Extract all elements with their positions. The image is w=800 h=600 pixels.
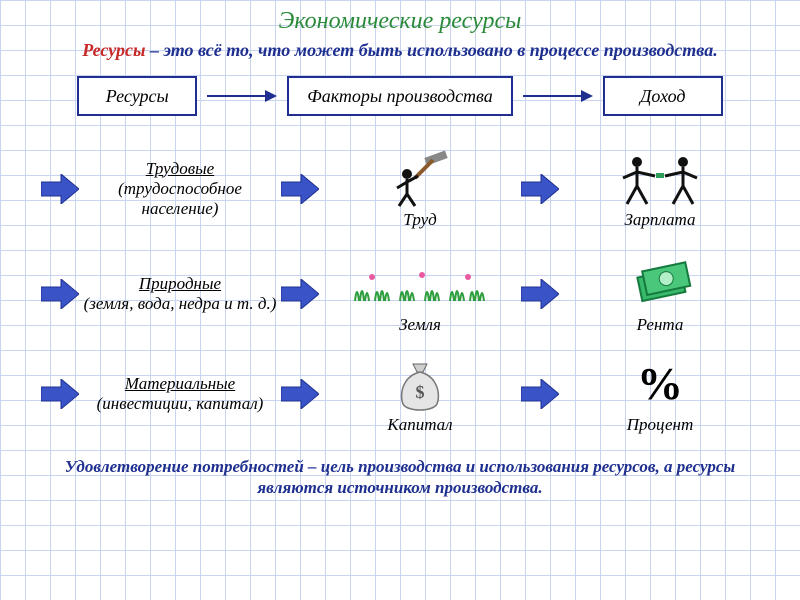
footer-text: Удовлетворение потребностей – цель произ… [50,456,750,499]
two-people-icon [615,148,705,208]
block-arrow-icon [521,279,559,309]
factor-cell-labor: Труд [385,148,455,230]
resource-head: Природные [84,274,277,294]
income-cell-percent: % Процент [627,353,693,435]
hammer-person-icon [385,148,455,208]
income-cell-salary: Зарплата [615,148,705,230]
block-arrow-icon [41,379,79,409]
thin-arrow-icon [523,89,593,103]
factor-cell-land: Земля [350,253,490,335]
income-caption: Процент [627,415,693,435]
factor-caption: Капитал [387,415,452,435]
block-arrow-icon [521,379,559,409]
resource-sub: (инвестиции, капитал) [97,394,264,413]
block-arrow-icon [521,174,559,204]
grass-icon [350,253,490,313]
page-title: Экономические ресурсы [20,8,780,35]
resource-label-labor: Трудовые (трудоспособное население) [80,159,280,220]
subtitle-lead: Ресурсы [82,40,145,60]
subtitle-rest: – это всё то, что может быть использован… [145,40,717,60]
resource-sub: (земля, вода, недра и т. д.) [84,294,277,313]
resource-label-natural: Природные (земля, вода, недра и т. д.) [84,274,277,315]
subtitle: Ресурсы – это всё то, что может быть исп… [70,39,730,62]
income-caption: Рента [637,315,684,335]
factor-caption: Земля [399,315,441,335]
money-icon [625,253,695,313]
factor-caption: Труд [403,210,436,230]
income-cell-rent: Рента [625,253,695,335]
flow-box-factors: Факторы производства [287,76,513,117]
money-bag-icon: $ [393,353,447,413]
block-arrow-icon [281,379,319,409]
diagram-grid: Трудовые (трудоспособное население) Труд [40,134,760,444]
block-arrow-icon [41,174,79,204]
block-arrow-icon [41,279,79,309]
block-arrow-icon [281,279,319,309]
income-caption: Зарплата [624,210,695,230]
thin-arrow-icon [207,89,277,103]
percent-icon: % [637,353,683,413]
resource-head: Материальные [97,374,264,394]
flow-box-income: Доход [603,76,723,117]
block-arrow-icon [281,174,319,204]
flow-row: Ресурсы Факторы производства Доход [20,76,780,117]
resource-label-material: Материальные (инвестиции, капитал) [97,374,264,415]
factor-cell-capital: $ Капитал [387,353,452,435]
resource-sub: (трудоспособное население) [118,179,242,218]
flow-box-resources: Ресурсы [77,76,197,117]
resource-head: Трудовые [80,159,280,179]
svg-text:$: $ [416,382,425,402]
